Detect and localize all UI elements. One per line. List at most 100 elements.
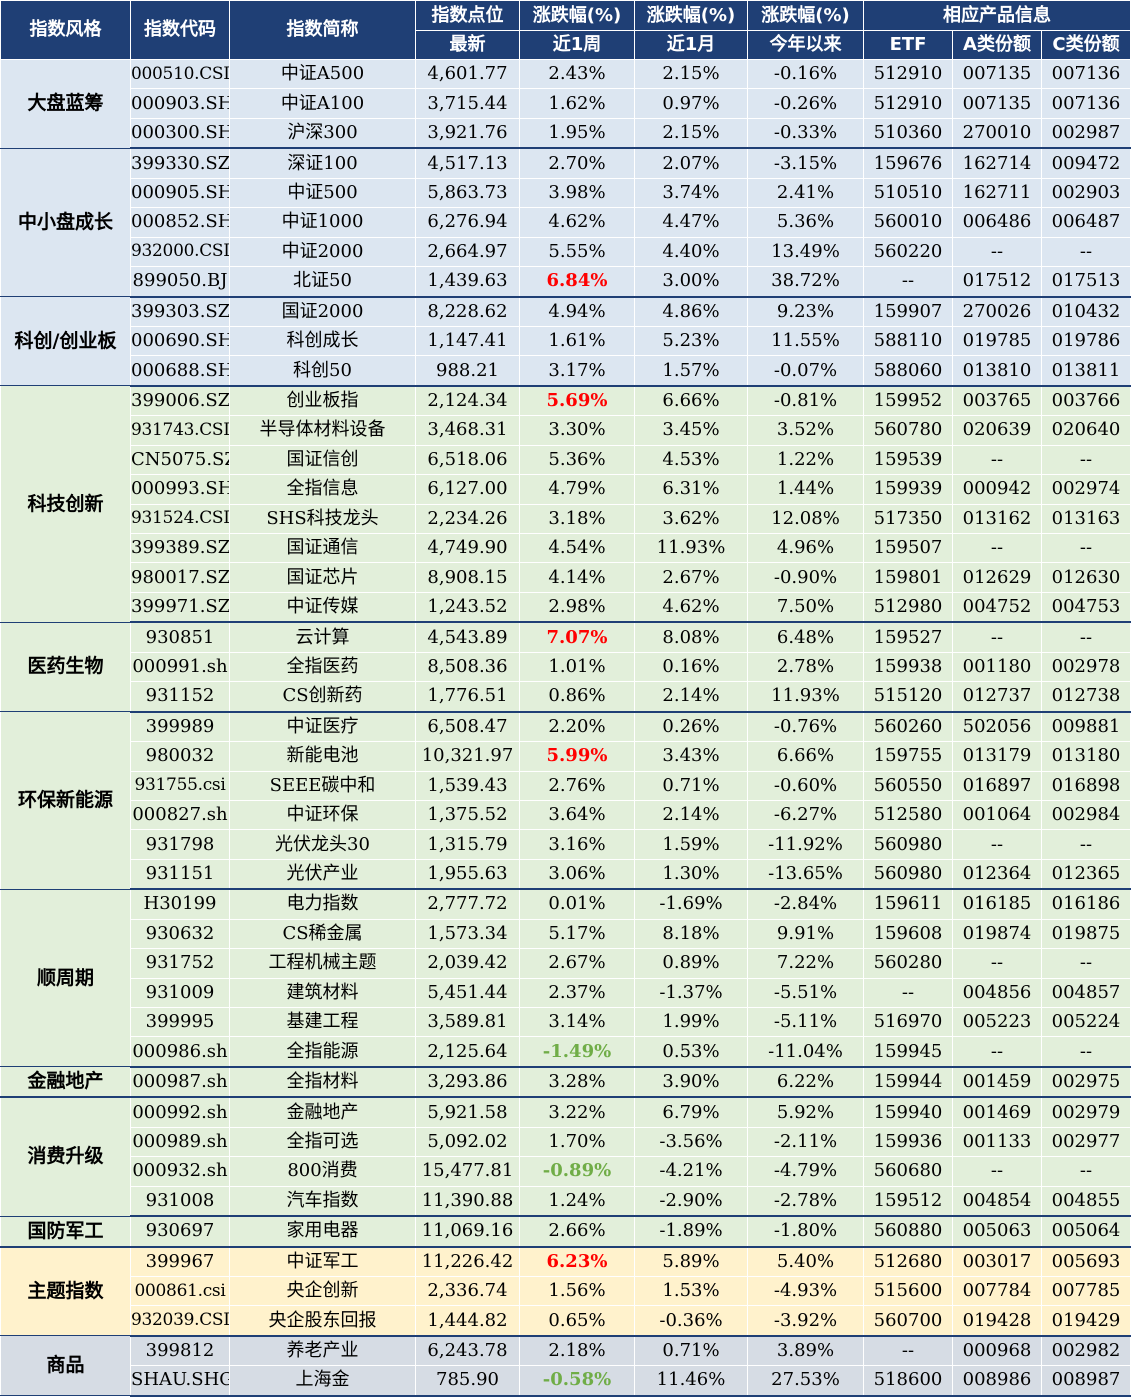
index-points: 4,517.13: [415, 147, 520, 179]
change-month: 0.26%: [634, 711, 748, 743]
header-month: 近1月: [634, 30, 748, 60]
class-a-code: 008986: [952, 1365, 1042, 1397]
etf-code: 512580: [863, 799, 953, 831]
class-c-code: --: [1040, 829, 1131, 860]
change-ytd: 5.36%: [747, 207, 864, 238]
index-points: 1,776.51: [415, 681, 520, 713]
class-a-code: 012629: [952, 562, 1042, 593]
index-points: 5,921.58: [415, 1096, 520, 1128]
category-label: 顺周期: [0, 888, 131, 1068]
index-points: 2,664.97: [415, 236, 520, 268]
category-label: 大盘蓝筹: [0, 59, 131, 149]
class-a-code: 013162: [952, 503, 1042, 535]
class-c-code: 005064: [1040, 1215, 1131, 1248]
etf-code: --: [863, 977, 953, 1009]
index-code: 931152: [130, 681, 230, 713]
index-name: 家用电器: [229, 1215, 416, 1248]
class-c-code: 007785: [1040, 1275, 1131, 1307]
table-row: 科创/创业板 399303.SZ 国证2000 8,228.62 4.94% 4.86% 9…: [0, 295, 1131, 387]
index-name: 汽车指数: [229, 1185, 416, 1218]
change-week: 3.14%: [519, 1006, 635, 1038]
table-row: 899050.BJ 北证50 1,439.63 6.84% 3.00% 38.72% -- 0…: [1, 266, 1131, 298]
change-ytd: 6.22%: [747, 1066, 864, 1099]
change-month: 0.71%: [634, 1335, 748, 1367]
change-month: 8.08%: [634, 621, 748, 653]
index-points: 6,243.78: [415, 1335, 520, 1367]
change-month: 0.71%: [634, 770, 748, 801]
index-code: 980032: [130, 741, 230, 772]
index-points: 2,039.42: [415, 948, 520, 979]
class-c-code: 002987: [1040, 117, 1131, 150]
header-change-ytd: 涨跌幅(%): [747, 0, 864, 31]
table-row: 消费升级 000992.sh 金融地产 5,921.58 3.22% 6.79% 5.92%…: [0, 1096, 1131, 1217]
change-ytd: 9.91%: [747, 918, 864, 950]
change-week: 2.66%: [519, 1215, 635, 1248]
index-points: 11,226.42: [415, 1246, 520, 1277]
index-code: 931524.CSI: [130, 503, 230, 535]
change-month: 2.14%: [634, 681, 748, 713]
class-a-code: 020639: [952, 415, 1042, 446]
table-row: 000991.sh 全指医药 8,508.36 1.01% 0.16% 2.78% 1599…: [1, 651, 1131, 683]
class-c-code: 002982: [1040, 1335, 1131, 1367]
table-row: 国防军工 930697 家用电器 11,069.16 2.66% -1.89% -1.80%…: [0, 1215, 1131, 1248]
index-code: 000510.CSI: [130, 58, 230, 90]
index-points: 2,124.34: [415, 385, 520, 417]
class-a-code: 006486: [952, 207, 1042, 238]
table-row: 中小盘成长 399330.SZ 深证100 4,517.13 2.70% 2.07% -3.…: [0, 147, 1131, 298]
index-name: 800消费: [229, 1156, 416, 1187]
header-class-a: A类份额: [952, 30, 1042, 60]
change-ytd: 4.96%: [747, 532, 864, 564]
table-row: 931755.csi SEEE碳中和 1,539.43 2.76% 0.71% -0.60…: [1, 770, 1131, 801]
index-name: 全指可选: [229, 1126, 416, 1158]
table-row: 932039.CSI 央企股东回报 1,444.82 0.65% -0.36% -3.92…: [1, 1305, 1131, 1337]
etf-code: 588110: [863, 325, 953, 357]
class-a-code: --: [952, 948, 1042, 979]
change-week: 2.43%: [519, 58, 635, 90]
index-code: 931752: [130, 948, 230, 979]
header-change-month: 涨跌幅(%): [634, 0, 748, 31]
change-week: 1.01%: [519, 651, 635, 683]
change-week: 0.65%: [519, 1305, 635, 1337]
table-row: 金融地产 000987.sh 全指材料 3,293.86 3.28% 3.90% 6.22%…: [0, 1066, 1131, 1099]
index-points: 1,439.63: [415, 266, 520, 298]
table-row: 931151 光伏产业 1,955.63 3.06% 1.30% -13.65% 56098…: [1, 858, 1131, 891]
change-month: 6.31%: [634, 474, 748, 505]
change-ytd: 3.89%: [747, 1335, 864, 1367]
etf-code: 560980: [863, 858, 953, 891]
etf-code: 159512: [863, 1185, 953, 1218]
index-points: 6,127.00: [415, 474, 520, 505]
index-code: 931151: [130, 858, 230, 891]
change-ytd: 27.53%: [747, 1365, 864, 1397]
change-month: 0.16%: [634, 651, 748, 683]
header-name: 指数简称: [229, 0, 416, 60]
change-week: -1.49%: [519, 1036, 635, 1068]
class-c-code: 010432: [1040, 296, 1131, 327]
change-week: 7.07%: [519, 621, 635, 653]
change-week: 6.84%: [519, 266, 635, 298]
class-a-code: 019874: [952, 918, 1042, 950]
class-c-code: --: [1040, 532, 1131, 564]
header-style: 指数风格: [0, 0, 131, 60]
change-month: 2.07%: [634, 147, 748, 179]
etf-code: 560680: [863, 1156, 953, 1187]
index-points: 5,863.73: [415, 177, 520, 209]
etf-code: 159755: [863, 741, 953, 772]
table-row: 主题指数 399967 中证军工 11,226.42 6.23% 5.89% 5.40% 51…: [0, 1245, 1131, 1337]
etf-code: 516970: [863, 1006, 953, 1038]
change-month: 1.57%: [634, 355, 748, 387]
change-week: 3.30%: [519, 415, 635, 446]
change-week: 3.22%: [519, 1096, 635, 1128]
change-month: 3.90%: [634, 1066, 748, 1099]
index-code: 399812: [130, 1335, 230, 1367]
change-week: -0.58%: [519, 1365, 635, 1397]
change-week: 4.14%: [519, 562, 635, 593]
class-a-code: 162714: [952, 147, 1042, 179]
change-week: 0.01%: [519, 888, 635, 920]
change-ytd: -2.78%: [747, 1185, 864, 1218]
table-row: CN5075.SZ 国证信创 6,518.06 5.36% 4.53% 1.22% 1595…: [1, 444, 1131, 476]
change-month: 2.15%: [634, 58, 748, 90]
change-week: 0.86%: [519, 681, 635, 713]
index-code: 930632: [130, 918, 230, 950]
table-row: 环保新能源 399989 中证医疗 6,508.47 2.20% 0.26% -0.76% 5…: [0, 711, 1131, 890]
class-a-code: 001133: [952, 1126, 1042, 1158]
